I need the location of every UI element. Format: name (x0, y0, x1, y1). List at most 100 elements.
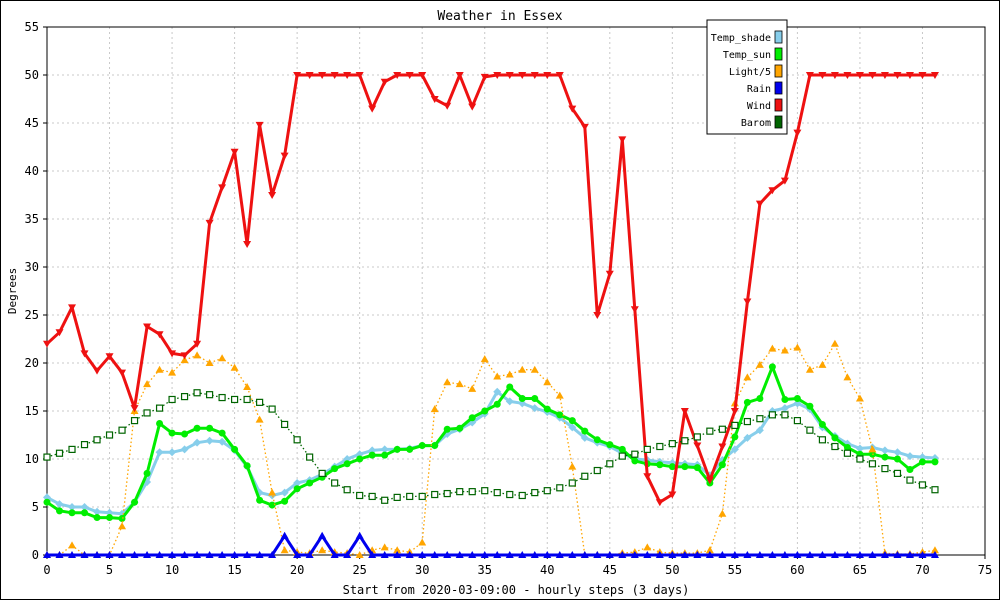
data-point-temp-shade (293, 479, 302, 487)
data-point-barom (381, 496, 389, 504)
data-point-temp-shade (730, 445, 739, 454)
data-point-temp-sun (331, 465, 339, 473)
x-tick-label: 65 (853, 563, 867, 577)
data-point-light-5 (818, 360, 827, 368)
data-point-wind (530, 72, 539, 79)
data-point-light-5 (168, 368, 177, 376)
data-point-light-5 (805, 365, 814, 373)
data-point-barom (231, 395, 239, 404)
data-point-light-5 (755, 360, 764, 368)
data-point-barom (130, 417, 139, 425)
data-point-temp-shade (193, 438, 202, 447)
data-point-rain (255, 551, 264, 558)
data-point-barom (105, 431, 114, 439)
data-point-barom (656, 442, 664, 451)
data-point-light-5 (493, 372, 502, 380)
data-point-rain (80, 551, 89, 558)
data-point-temp-shade (505, 397, 514, 406)
data-point-rain (130, 551, 139, 558)
data-point-temp-sun (768, 363, 776, 371)
data-point-temp-sun (131, 498, 139, 506)
data-point-light-5 (380, 543, 389, 551)
data-point-wind (368, 105, 377, 113)
data-point-temp-sun (118, 515, 126, 523)
legend-label-barom: Barom (741, 118, 771, 129)
data-point-wind (305, 72, 314, 79)
data-point-barom (706, 427, 714, 435)
data-point-temp-sun (581, 427, 589, 435)
data-point-barom (756, 415, 764, 423)
data-point-temp-sun (518, 395, 526, 403)
data-point-temp-sun (456, 424, 464, 432)
data-point-barom (481, 487, 489, 495)
data-point-barom (768, 411, 776, 419)
data-point-temp-sun (818, 420, 826, 428)
data-point-rain (843, 551, 852, 558)
data-point-light-5 (455, 380, 464, 388)
data-point-rain (505, 551, 514, 558)
data-point-rain (230, 551, 239, 558)
x-tick-label: 30 (415, 563, 429, 577)
data-point-barom (180, 393, 189, 401)
data-point-light-5 (193, 351, 202, 359)
data-point-rain (805, 551, 814, 558)
data-point-rain (43, 551, 51, 558)
data-point-barom (868, 460, 877, 468)
data-point-temp-sun (718, 461, 726, 469)
data-point-temp-sun (168, 429, 176, 437)
data-point-barom (931, 486, 939, 494)
data-point-rain (105, 551, 114, 558)
data-point-rain (193, 551, 202, 558)
data-point-barom (456, 488, 464, 496)
plot-area-border (46, 26, 986, 556)
data-point-rain (455, 551, 464, 558)
x-tick-label: 0 (43, 563, 50, 577)
data-point-barom (531, 489, 539, 497)
data-point-barom (581, 472, 589, 480)
data-point-temp-sun (743, 398, 751, 406)
data-point-barom (906, 476, 914, 484)
data-point-wind (118, 369, 127, 377)
data-point-light-5 (230, 363, 239, 371)
data-point-wind (543, 72, 552, 79)
y-tick-label: 25 (25, 308, 39, 322)
data-point-rain (555, 551, 564, 558)
data-point-rain (468, 551, 477, 558)
data-point-wind (393, 72, 402, 79)
data-point-light-5 (743, 373, 752, 381)
data-point-wind (330, 72, 339, 79)
data-point-rain (243, 551, 252, 558)
data-point-barom (343, 486, 351, 494)
data-point-barom (143, 409, 151, 417)
legend-swatch-barom (774, 115, 783, 129)
series-light-5 (43, 339, 939, 558)
data-point-temp-shade (905, 452, 914, 461)
data-point-rain (118, 551, 127, 558)
data-point-light-5 (793, 343, 802, 351)
x-tick-label: 55 (728, 563, 742, 577)
data-point-rain (868, 551, 877, 558)
data-point-barom (418, 492, 426, 501)
data-point-temp-shade (168, 448, 177, 457)
data-point-barom (631, 450, 639, 458)
data-point-light-5 (268, 488, 277, 496)
data-point-barom (593, 466, 601, 475)
data-point-wind (280, 152, 289, 160)
data-point-temp-sun (431, 442, 439, 450)
data-point-wind (355, 72, 364, 79)
data-point-rain (155, 551, 164, 558)
data-point-barom (331, 479, 339, 487)
data-point-rain (168, 551, 177, 558)
data-point-wind (405, 72, 414, 79)
data-point-wind (218, 184, 227, 192)
data-point-wind (93, 367, 102, 375)
data-point-temp-sun (793, 395, 801, 403)
y-tick-label: 45 (25, 116, 39, 130)
data-point-light-5 (355, 551, 364, 558)
data-point-temp-shade (55, 500, 64, 509)
y-tick-label: 50 (25, 68, 39, 82)
data-point-barom (468, 488, 476, 496)
data-point-wind (905, 72, 914, 79)
x-tick-label: 45 (603, 563, 617, 577)
